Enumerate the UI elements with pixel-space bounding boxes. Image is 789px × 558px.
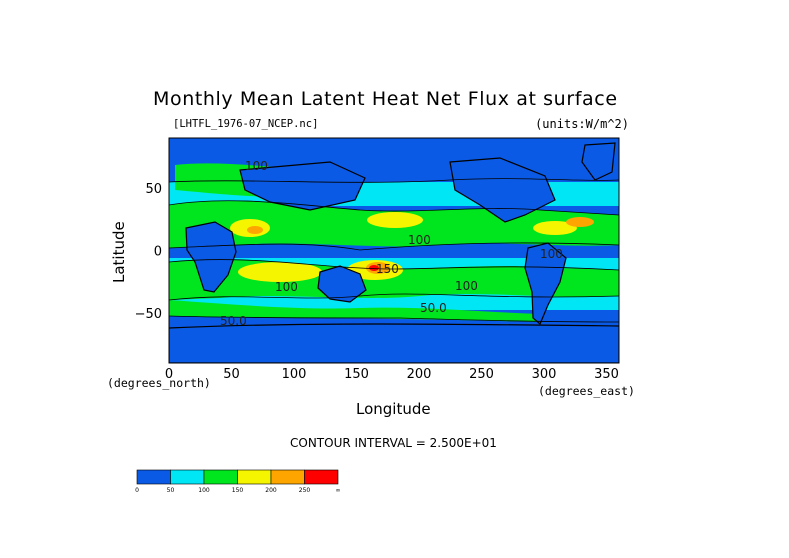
south-america [524,242,567,325]
y-axis-units: (degrees_north) [107,376,211,390]
colorbar-swatch [203,469,238,485]
contour-label: 150 [376,262,399,276]
atlantic-max [533,221,577,235]
y-axis-label: Latitude [110,221,128,283]
x-axis-label: Longitude [356,400,431,418]
colorbar-label: 200 [265,487,277,494]
colorbar-swatch [270,469,305,485]
colorbar-label: 100 [198,487,210,494]
coral-sea-red [369,265,379,271]
y-tick-label: 50 [145,182,162,197]
x-tick-label: 0 [165,367,173,382]
y-tick-label: −50 [135,307,162,322]
x-tick-label: 50 [223,367,240,382]
x-tick-label: 100 [282,367,307,382]
north-america [449,157,556,223]
asia-interior [239,161,366,211]
contour-label: 100 [408,233,431,247]
colorbar-swatch [237,469,272,485]
contour-interval: CONTOUR INTERVAL = 2.500E+01 [290,436,497,450]
colorbar-label: 0 [135,487,139,494]
x-tick-label: 350 [594,367,619,382]
africa [185,221,237,293]
x-tick-label: 150 [344,367,369,382]
contour-labels: 100 150 100 100 50.0 100 50.0 100 [220,159,563,328]
colorbar-swatch [304,469,339,485]
x-tick-label: 200 [407,367,432,382]
sargasso-max [566,217,594,227]
greenland [581,142,616,181]
contour-label: 100 [455,279,478,293]
colorbar-swatch [170,469,205,485]
colorbar-label: 50 [167,487,175,494]
units-label: (units:W/m^2) [535,117,629,131]
southern-ocean-green [169,300,540,322]
colorbar-label: 150 [232,487,244,494]
contour-label: 100 [245,159,268,173]
indian-ocean-max [238,262,322,282]
antarctica [169,323,619,363]
contour-label: 100 [275,280,298,294]
colorbar-label: 250 [299,487,311,494]
dataset-label: [LHTFL_1976-07_NCEP.nc] [173,118,319,130]
north-pacific-max [367,212,423,228]
chart-title: Monthly Mean Latent Heat Net Flux at sur… [153,88,618,110]
x-axis-units: (degrees_east) [538,384,635,398]
x-tick-labels: 0 50 100 150 200 250 300 350 [165,367,619,382]
y-tick-labels: 50 0 −50 [135,182,162,322]
x-tick-label: 250 [469,367,494,382]
colorbar-label: ∞ [336,487,341,494]
y-tick-label: 0 [154,245,162,260]
colorbar-swatch [136,469,171,485]
contour-label: 50.0 [420,301,447,315]
map-area [169,138,619,363]
contour-label: 50.0 [220,314,247,328]
plot-frame [168,137,620,364]
arabian-orange [247,226,263,234]
contour-lines [169,178,619,323]
x-tick-label: 300 [532,367,557,382]
colorbar: 0 50 100 150 200 250 ∞ [135,469,341,494]
contour-label: 100 [540,247,563,261]
